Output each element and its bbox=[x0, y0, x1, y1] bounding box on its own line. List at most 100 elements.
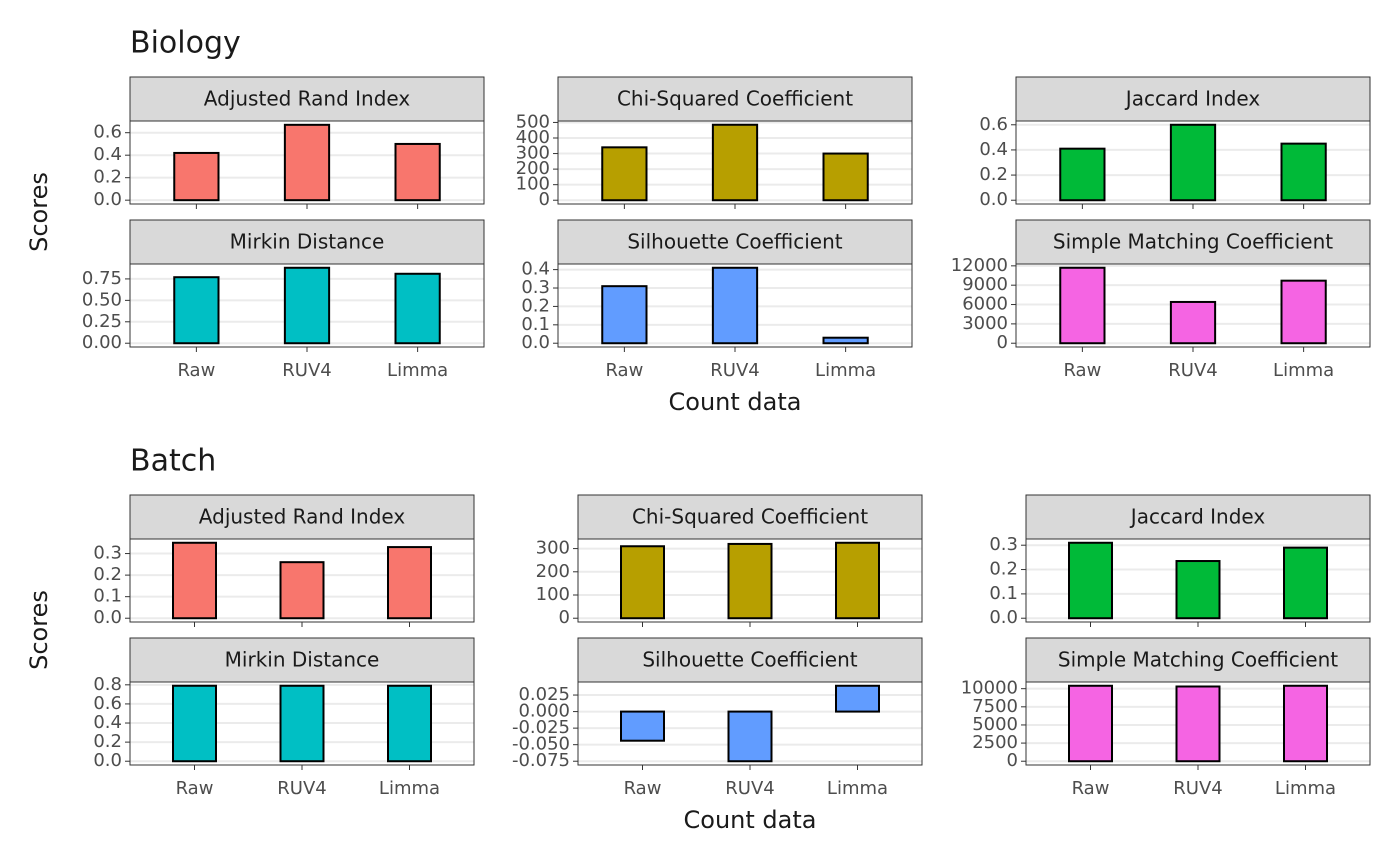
panel-border bbox=[577, 538, 923, 623]
strip-label: Jaccard Index bbox=[1124, 87, 1261, 111]
bar bbox=[1068, 684, 1113, 763]
y-tick-label: 9000 bbox=[962, 274, 1008, 295]
y-tick-label: 0.0 bbox=[93, 750, 122, 771]
bar bbox=[394, 142, 441, 202]
y-tick-label: -0.025 bbox=[512, 717, 570, 738]
bar bbox=[1280, 279, 1327, 345]
bar bbox=[727, 710, 773, 763]
x-tick-label: Raw bbox=[605, 360, 643, 381]
strip bbox=[557, 219, 913, 265]
bar bbox=[394, 272, 441, 345]
bar bbox=[601, 285, 648, 345]
bar bbox=[1059, 147, 1106, 202]
bar bbox=[822, 336, 869, 345]
y-tick-label: 400 bbox=[516, 127, 550, 148]
strip bbox=[129, 76, 485, 122]
x-tick-label: Raw bbox=[1072, 778, 1110, 799]
panel-border bbox=[1015, 120, 1371, 205]
bar bbox=[1283, 684, 1328, 763]
y-tick-label: 0.0 bbox=[93, 607, 122, 628]
y-tick-label: 0.2 bbox=[979, 164, 1008, 185]
y-tick-label: 0.1 bbox=[989, 583, 1018, 604]
x-tick-label: RUV4 bbox=[710, 360, 759, 381]
strip bbox=[129, 637, 475, 683]
bar bbox=[1175, 685, 1221, 763]
bar bbox=[279, 684, 325, 763]
bar bbox=[1175, 560, 1221, 620]
bar bbox=[173, 151, 220, 202]
y-tick-label: 0.000 bbox=[518, 701, 570, 722]
panel-border bbox=[129, 263, 485, 348]
bar bbox=[835, 684, 880, 713]
bar bbox=[711, 266, 759, 345]
y-tick-label: 0.75 bbox=[82, 268, 122, 289]
y-tick-label: 2500 bbox=[972, 732, 1018, 753]
x-tick-label: RUV4 bbox=[725, 778, 774, 799]
strip bbox=[577, 494, 923, 540]
x-tick-label: Limma bbox=[815, 360, 876, 381]
y-tick-label: 0.2 bbox=[93, 167, 122, 188]
strip bbox=[1015, 76, 1371, 122]
y-tick-label: 0.1 bbox=[521, 314, 550, 335]
y-tick-label: 0.8 bbox=[93, 674, 122, 695]
y-tick-label: 0 bbox=[997, 332, 1008, 353]
y-tick-label: 0.25 bbox=[82, 311, 122, 332]
strip bbox=[1025, 494, 1371, 540]
y-tick-label: 0.3 bbox=[521, 277, 550, 298]
bar bbox=[1169, 123, 1217, 202]
panel-border bbox=[129, 120, 485, 205]
x-axis-title: Count data bbox=[669, 388, 802, 416]
strip-label: Mirkin Distance bbox=[225, 648, 380, 672]
strip bbox=[129, 219, 485, 265]
strip bbox=[129, 494, 475, 540]
y-tick-label: 0.4 bbox=[93, 712, 122, 733]
y-tick-label: 0.0 bbox=[979, 189, 1008, 210]
y-tick-label: 0.6 bbox=[979, 114, 1008, 135]
bar bbox=[727, 542, 773, 620]
bar bbox=[172, 684, 217, 763]
bar bbox=[283, 123, 331, 202]
section-title: Biology bbox=[130, 26, 241, 61]
x-tick-label: Limma bbox=[379, 778, 440, 799]
y-tick-label: 0.3 bbox=[989, 534, 1018, 555]
y-tick-label: 0.0 bbox=[93, 189, 122, 210]
y-tick-label: 0.0 bbox=[521, 332, 550, 353]
x-axis-title: Count data bbox=[684, 806, 817, 834]
y-tick-label: 0.6 bbox=[93, 122, 122, 143]
panel-border bbox=[557, 263, 913, 348]
y-tick-label: 0.2 bbox=[521, 295, 550, 316]
y-tick-label: 0.4 bbox=[93, 144, 122, 165]
y-tick-label: 0.2 bbox=[93, 564, 122, 585]
y-tick-label: 200 bbox=[536, 561, 570, 582]
y-tick-label: 0.6 bbox=[93, 693, 122, 714]
panel-border bbox=[557, 120, 913, 205]
x-tick-label: Raw bbox=[1063, 360, 1101, 381]
y-tick-label: 10000 bbox=[961, 678, 1018, 699]
y-tick-label: 0 bbox=[539, 189, 550, 210]
y-axis-title: Scores bbox=[25, 590, 53, 670]
y-tick-label: 300 bbox=[536, 538, 570, 559]
y-tick-label: 0.50 bbox=[82, 289, 122, 310]
bar bbox=[1068, 541, 1113, 620]
bar bbox=[283, 266, 331, 345]
panel-border bbox=[1025, 538, 1371, 623]
bar bbox=[173, 276, 220, 345]
x-tick-label: Raw bbox=[176, 778, 214, 799]
bar bbox=[620, 545, 665, 620]
y-tick-label: 300 bbox=[516, 143, 550, 164]
strip-label: Adjusted Rand Index bbox=[199, 505, 406, 529]
panel-border bbox=[577, 681, 923, 766]
y-tick-label: 0 bbox=[1007, 750, 1018, 771]
x-tick-label: Limma bbox=[387, 360, 448, 381]
y-tick-label: -0.075 bbox=[512, 750, 570, 771]
y-tick-label: 7500 bbox=[972, 696, 1018, 717]
bar bbox=[1169, 300, 1217, 345]
y-tick-label: 0.2 bbox=[93, 731, 122, 752]
y-tick-label: 0.4 bbox=[979, 139, 1008, 160]
bar bbox=[620, 710, 665, 742]
bar bbox=[601, 146, 648, 202]
y-tick-label: 0.025 bbox=[518, 684, 570, 705]
panel-border bbox=[1015, 263, 1371, 348]
bar bbox=[835, 541, 880, 620]
